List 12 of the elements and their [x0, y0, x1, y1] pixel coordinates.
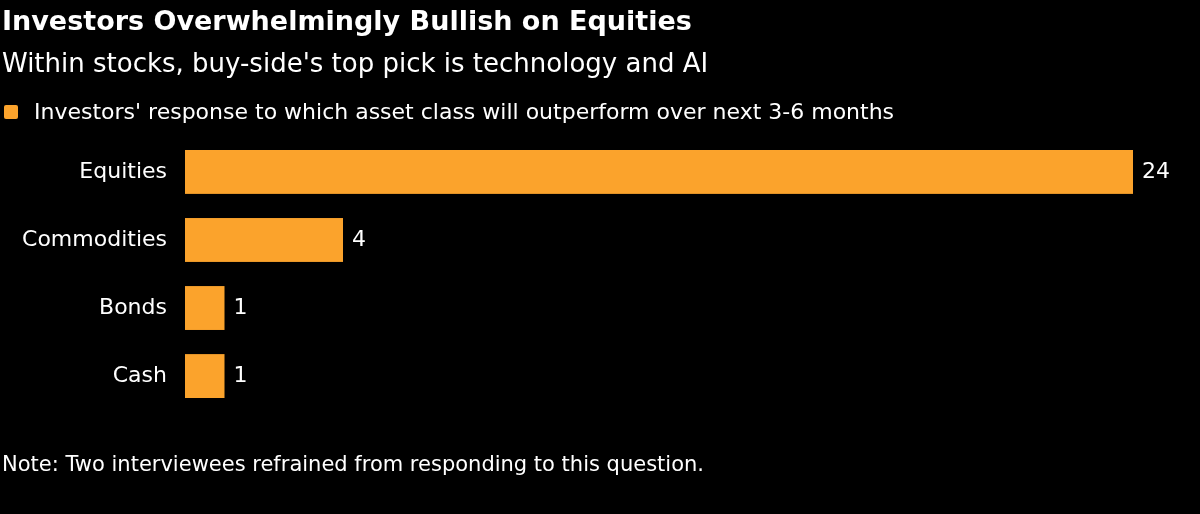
y-tick-label: Commodities [22, 225, 167, 251]
data-label: 24 [1142, 157, 1170, 183]
chart-title: Investors Overwhelmingly Bullish on Equities [2, 5, 692, 36]
y-tick-label: Equities [79, 157, 167, 183]
data-label: 1 [233, 361, 248, 387]
chart-subtitle: Within stocks, buy-side's top pick is technology and AI [2, 48, 709, 78]
y-tick-label: Cash [112, 361, 167, 387]
y-tick-label: Bonds [99, 293, 167, 319]
data-label: 1 [233, 293, 248, 319]
text: Note: Two interviewees refrained from responding to this question. [2, 452, 705, 476]
legend-label: Investors' response to which asset class will outperform over next 3-6 months [34, 99, 895, 124]
data-label: 4 [352, 225, 366, 251]
